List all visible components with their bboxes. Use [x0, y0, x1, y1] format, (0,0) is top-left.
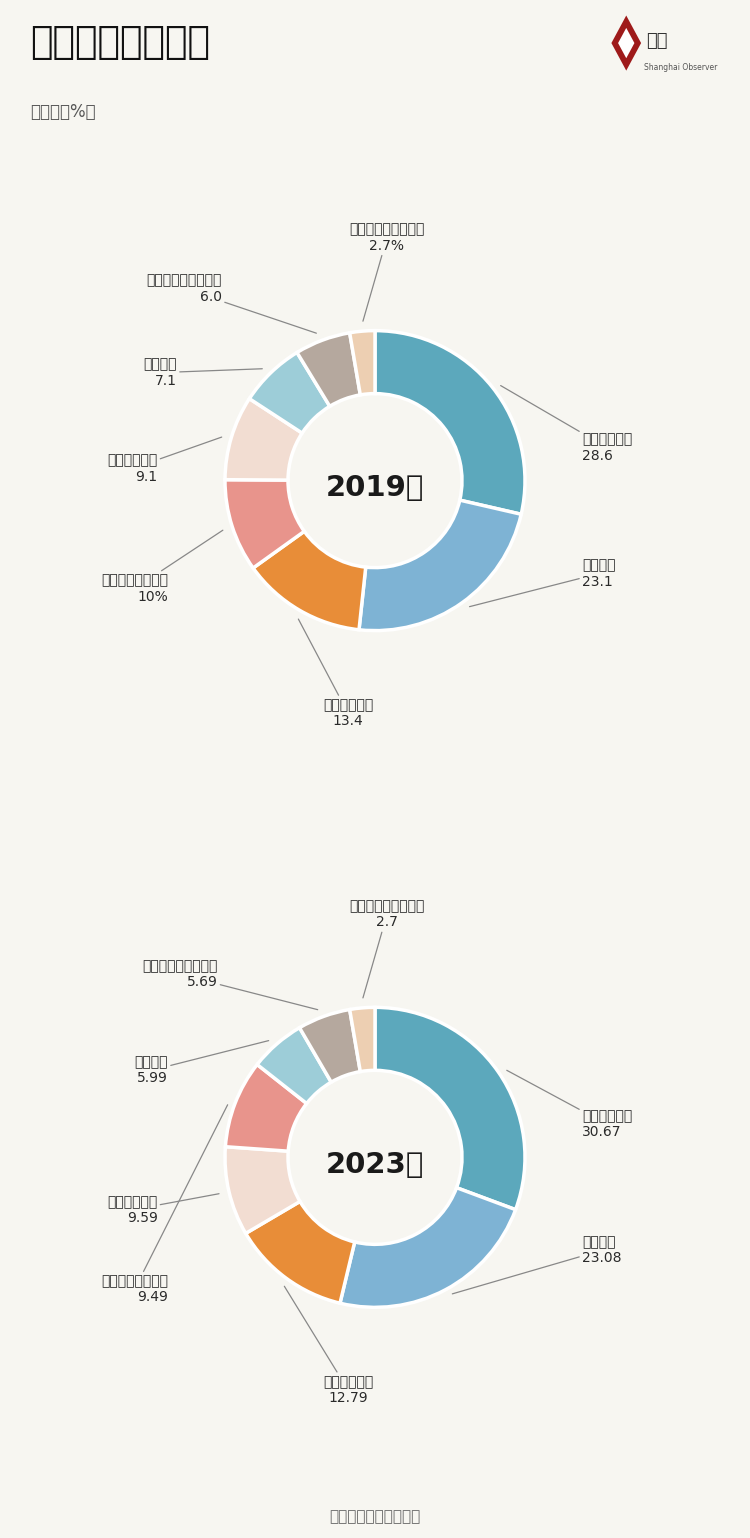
Wedge shape [257, 1027, 332, 1103]
Wedge shape [340, 1187, 515, 1307]
Text: 其他用品及服务支出
2.7: 其他用品及服务支出 2.7 [350, 900, 424, 998]
Text: 教育文化娱乐支出
10%: 教育文化娱乐支出 10% [101, 531, 223, 604]
Wedge shape [375, 1007, 525, 1210]
Wedge shape [375, 331, 525, 514]
Polygon shape [611, 15, 641, 71]
Text: 交通通信支出
13.4: 交通通信支出 13.4 [298, 620, 374, 727]
Text: 生活用品及服务支出
5.69: 生活用品及服务支出 5.69 [142, 960, 318, 1009]
Text: Shanghai Observer: Shanghai Observer [644, 63, 717, 72]
Text: 上观: 上观 [646, 32, 668, 51]
Text: 2019年: 2019年 [326, 474, 424, 501]
Text: 生活用品及服务支出
6.0: 生活用品及服务支出 6.0 [147, 274, 316, 334]
Wedge shape [350, 1007, 375, 1072]
Text: 食品开销占比增多: 食品开销占比增多 [30, 25, 210, 62]
Text: 交通通信支出
12.79: 交通通信支出 12.79 [284, 1286, 374, 1404]
Wedge shape [253, 531, 366, 629]
Wedge shape [225, 398, 302, 480]
Wedge shape [226, 1064, 307, 1150]
Text: 教育文化娱乐支出
9.49: 教育文化娱乐支出 9.49 [101, 1104, 228, 1304]
Text: 衣着支出
5.99: 衣着支出 5.99 [134, 1041, 268, 1086]
Wedge shape [225, 1147, 300, 1233]
Wedge shape [249, 352, 330, 434]
Text: 居住支出
23.08: 居住支出 23.08 [452, 1235, 622, 1293]
Text: 医疗保健支出
9.59: 医疗保健支出 9.59 [107, 1193, 219, 1224]
Text: 食品烟酒支出
28.6: 食品烟酒支出 28.6 [501, 386, 632, 463]
Text: 2023年: 2023年 [326, 1150, 424, 1178]
Text: 其他用品及服务支出
2.7%: 其他用品及服务支出 2.7% [350, 223, 424, 321]
Wedge shape [359, 500, 521, 631]
Text: 衣着支出
7.1: 衣着支出 7.1 [143, 357, 262, 388]
Wedge shape [350, 331, 375, 395]
Text: 食品烟酒支出
30.67: 食品烟酒支出 30.67 [507, 1070, 632, 1140]
Text: 医疗保健支出
9.1: 医疗保健支出 9.1 [107, 437, 222, 484]
Wedge shape [246, 1201, 355, 1303]
Wedge shape [299, 1009, 360, 1083]
Text: 数据来源：国家统计局: 数据来源：国家统计局 [329, 1509, 421, 1524]
Text: （单位：%）: （单位：%） [30, 103, 96, 122]
Wedge shape [297, 332, 360, 406]
Polygon shape [618, 28, 634, 58]
Wedge shape [225, 480, 304, 568]
Text: 居住支出
23.1: 居住支出 23.1 [470, 558, 616, 606]
